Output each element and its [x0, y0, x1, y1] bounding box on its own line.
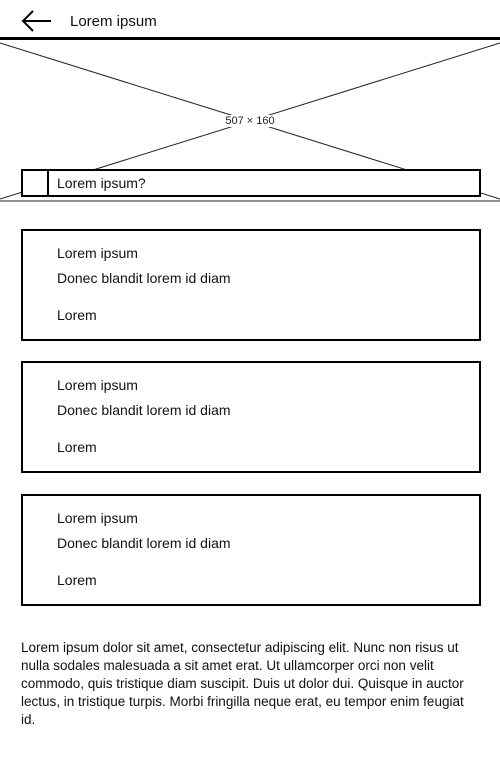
app-header: Lorem ipsum	[0, 0, 500, 40]
card-title: Lorem ipsum	[57, 510, 138, 526]
back-button[interactable]	[20, 8, 54, 34]
list-card[interactable]: Lorem ipsum Donec blandit lorem id diam …	[21, 494, 481, 606]
card-link[interactable]: Lorem	[57, 307, 97, 323]
image-dimensions-label: 507 × 160	[224, 115, 276, 127]
card-subtitle: Donec blandit lorem id diam	[57, 535, 231, 551]
list-card[interactable]: Lorem ipsum Donec blandit lorem id diam …	[21, 229, 481, 341]
card-link[interactable]: Lorem	[57, 572, 97, 588]
list-card[interactable]: Lorem ipsum Donec blandit lorem id diam …	[21, 361, 481, 473]
card-subtitle: Donec blandit lorem id diam	[57, 270, 231, 286]
body-paragraph: Lorem ipsum dolor sit amet, consectetur …	[21, 640, 464, 727]
question-label: Lorem ipsum?	[57, 175, 146, 191]
card-title: Lorem ipsum	[57, 245, 138, 261]
card-link[interactable]: Lorem	[57, 439, 97, 455]
page-title: Lorem ipsum	[70, 13, 157, 30]
question-checkbox[interactable]	[23, 171, 49, 195]
question-bar[interactable]: Lorem ipsum?	[21, 169, 481, 197]
banner-image-placeholder: 507 × 160	[0, 40, 500, 202]
card-subtitle: Donec blandit lorem id diam	[57, 402, 231, 418]
card-title: Lorem ipsum	[57, 377, 138, 393]
arrow-left-icon	[21, 10, 51, 32]
